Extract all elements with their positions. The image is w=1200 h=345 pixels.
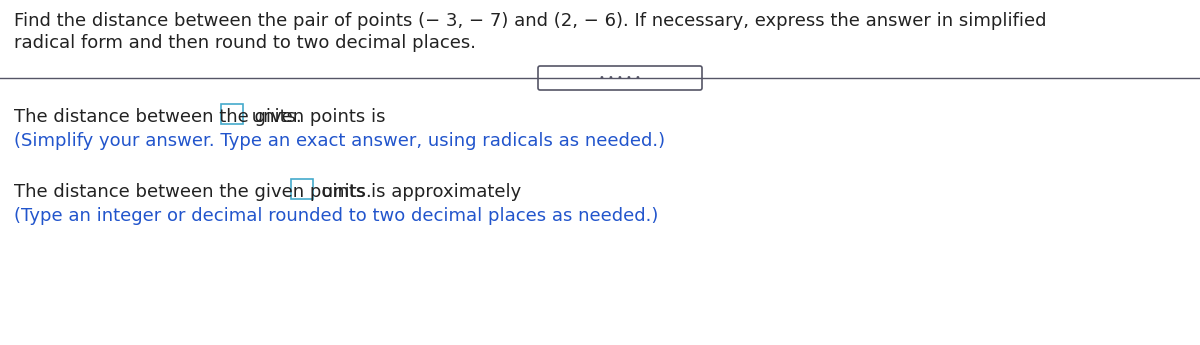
FancyBboxPatch shape	[292, 179, 313, 199]
Text: (Type an integer or decimal rounded to two decimal places as needed.): (Type an integer or decimal rounded to t…	[14, 207, 659, 225]
Text: units.: units.	[246, 108, 301, 126]
FancyBboxPatch shape	[538, 66, 702, 90]
Text: radical form and then round to two decimal places.: radical form and then round to two decim…	[14, 34, 476, 52]
Text: units.: units.	[317, 183, 372, 201]
Text: • • • • •: • • • • •	[599, 73, 641, 83]
Text: The distance between the given points is: The distance between the given points is	[14, 108, 391, 126]
Text: Find the distance between the pair of points (− 3, − 7) and (2, − 6). If necessa: Find the distance between the pair of po…	[14, 12, 1046, 30]
FancyBboxPatch shape	[221, 104, 242, 124]
Text: The distance between the given points is approximately: The distance between the given points is…	[14, 183, 527, 201]
Text: (Simplify your answer. Type an exact answer, using radicals as needed.): (Simplify your answer. Type an exact ans…	[14, 132, 665, 150]
